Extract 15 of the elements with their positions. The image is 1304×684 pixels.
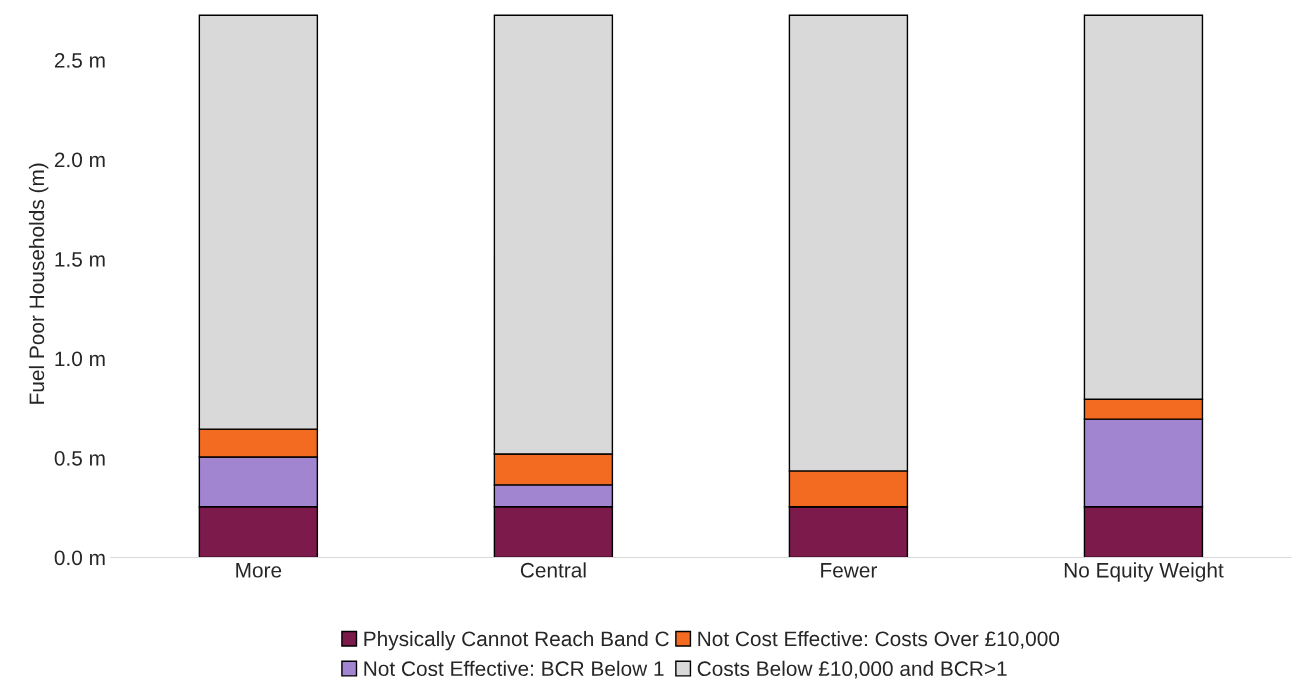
legend-label: Not Cost Effective: BCR Below 1: [364, 660, 664, 677]
x-tick-label: Fewer: [821, 563, 878, 578]
y-tick-label: 0.0 m: [54, 550, 105, 566]
legend-label: Physically Cannot Reach Band C: [364, 630, 669, 651]
y-axis-title: Fuel Poor Households (m): [28, 163, 49, 404]
x-tick-label: Central: [520, 562, 586, 578]
y-tick-label: 2.0 m: [54, 152, 105, 168]
legend-label: Not Cost Effective: Costs Over £10,000: [698, 630, 1060, 649]
y-tick-label: 2.5 m: [54, 53, 105, 68]
y-tick-label: 1.0 m: [55, 351, 105, 367]
x-tick-label: No Equity Weight: [1064, 562, 1224, 582]
legend-label: Costs Below £10,000 and BCR>1: [697, 660, 1007, 679]
x-tick-label: More: [236, 563, 282, 578]
y-tick-label: 1.5 m: [55, 252, 105, 267]
y-tick-label: 0.5 m: [54, 450, 105, 466]
